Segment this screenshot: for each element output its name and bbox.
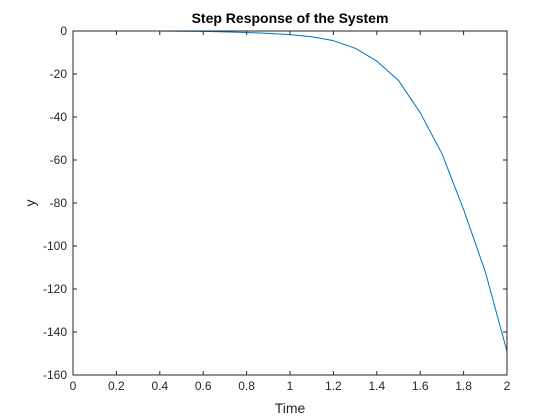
y-tick-label: -80 bbox=[50, 196, 68, 210]
chart-title: Step Response of the System bbox=[192, 10, 389, 26]
x-tick-label: 1.4 bbox=[368, 379, 385, 393]
x-tick-label: 0.4 bbox=[151, 379, 168, 393]
y-tick-label: -160 bbox=[43, 368, 67, 382]
y-tick-label: -40 bbox=[50, 110, 68, 124]
y-tick-label: -60 bbox=[50, 153, 68, 167]
x-tick-label: 0.2 bbox=[108, 379, 125, 393]
x-tick-label: 1 bbox=[287, 379, 294, 393]
x-tick-label: 0.6 bbox=[195, 379, 212, 393]
y-tick-label: -100 bbox=[43, 239, 67, 253]
y-tick-label: -20 bbox=[50, 67, 68, 81]
x-tick-label: 2 bbox=[504, 379, 511, 393]
x-axis-label: Time bbox=[275, 400, 306, 416]
y-tick-label: -140 bbox=[43, 325, 67, 339]
x-tick-label: 1.6 bbox=[412, 379, 429, 393]
y-axis-label: y bbox=[22, 200, 38, 207]
y-tick-label: 0 bbox=[60, 24, 67, 38]
x-tick-label: 0 bbox=[70, 379, 77, 393]
plot-area bbox=[73, 31, 507, 375]
x-tick-label: 1.2 bbox=[325, 379, 342, 393]
x-tick-label: 1.8 bbox=[455, 379, 472, 393]
y-tick-label: -120 bbox=[43, 282, 67, 296]
x-tick-label: 0.8 bbox=[238, 379, 255, 393]
